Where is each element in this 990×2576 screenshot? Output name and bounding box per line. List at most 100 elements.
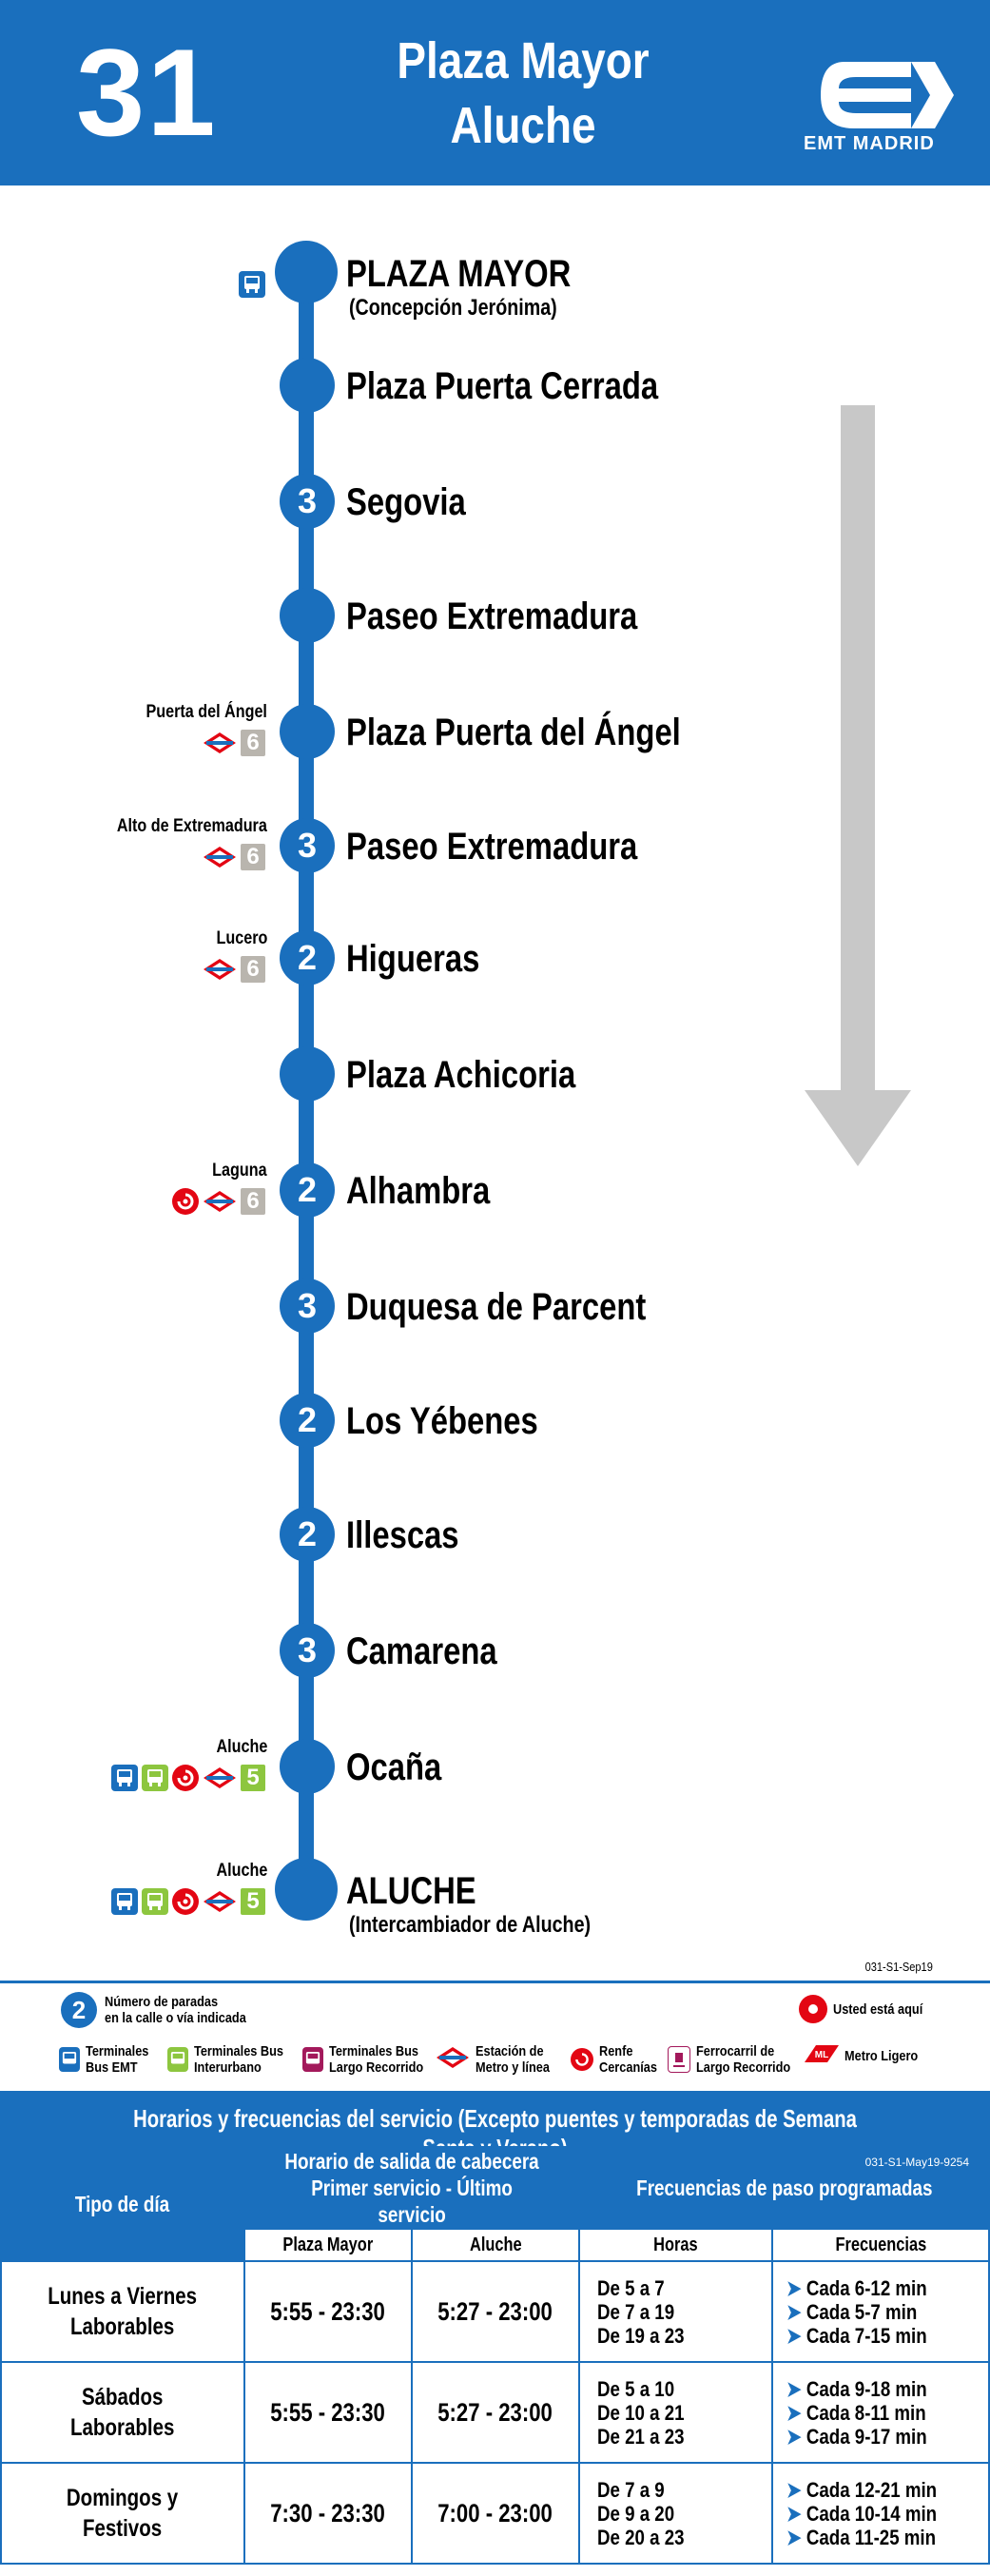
metro-icon [203, 1190, 237, 1213]
metro-icon [203, 732, 237, 754]
connection-icons: 6 [203, 729, 265, 757]
here-legend: Usted está aquí [833, 2001, 923, 2018]
route-stop: Plaza Achicoria [0, 1046, 990, 1103]
timetable-row: Domingos y Festivos 7:30 - 23:30 7:00 - 23:… [0, 2462, 990, 2565]
stop-marker [280, 358, 335, 413]
route-stop: 2 Illescas [0, 1507, 990, 1564]
first-last-dest: 5:27 - 23:00 [411, 2361, 580, 2464]
bus-interurbano-icon [142, 1765, 168, 1791]
bus-emt-icon [111, 1765, 138, 1791]
legend-item: Renfe Cercanías [571, 2043, 668, 2076]
connection-name: Laguna [212, 1161, 267, 1181]
route-destination: Aluche [450, 97, 596, 154]
stop-name: Alhambra [346, 1170, 491, 1212]
frequencies: ➤ Cada 9-18 min ➤ Cada 8-11 min ➤ Cada 9-1… [771, 2361, 990, 2464]
direction-arrow-icon [805, 405, 911, 1166]
connection-name: Puerta del Ángel [146, 702, 267, 722]
col-horario: Horario de salida de cabecera Primer serv… [243, 2146, 580, 2230]
sub-horas: Horas [577, 2228, 774, 2262]
stop-marker: 3 [280, 474, 335, 529]
route-header: 31 Plaza Mayor Aluche EMT MADRID [0, 0, 990, 185]
timetable-code: 031-S1-May19-9254 [864, 2156, 969, 2169]
bus-largo-recorrido-icon [302, 2046, 323, 2073]
legend-text: Renfe Cercanías [599, 2043, 657, 2076]
renfe-icon [172, 1765, 199, 1791]
day-type: Domingos y Festivos [0, 2462, 245, 2565]
stop-name: Los Yébenes [346, 1400, 538, 1442]
stop-name: PLAZA MAYOR [346, 253, 572, 295]
emt-logo-icon [821, 62, 954, 128]
stop-marker: 2 [280, 1393, 335, 1448]
arrow-right-icon: ➤ [786, 2376, 802, 2401]
route-stop: Plaza Puerta del Ángel Puerta del Ángel 6 [0, 702, 990, 761]
route-stop: ALUCHE (Intercambiador de Aluche) Aluche 5 [0, 1858, 990, 1938]
stop-marker: 3 [280, 1278, 335, 1334]
sub-frecuencias: Frecuencias [771, 2228, 990, 2262]
arrow-right-icon: ➤ [786, 2477, 802, 2502]
stop-marker: 2 [280, 1162, 335, 1218]
bus-interurbano-icon [167, 2046, 188, 2073]
bus-emt-icon [239, 271, 265, 298]
timetable: Tipo de día Horario de salida de cabecer… [0, 2146, 990, 2565]
stop-marker [280, 1046, 335, 1102]
connection-name: Alto de Extremadura [117, 816, 267, 836]
stops-number-legend: Número de paradas en la calle o vía indi… [105, 1994, 246, 2026]
bus-interurbano-icon [142, 1888, 168, 1915]
timetable-header: Horarios y frecuencias del servicio (Exc… [0, 2091, 990, 2162]
connection-icons: 5 [111, 1764, 265, 1792]
first-last-origin: 5:55 - 23:30 [243, 2361, 414, 2464]
route-origin: Plaza Mayor [397, 32, 650, 89]
connection-name: Aluche [216, 1861, 267, 1881]
route-stop: 3 Camarena [0, 1623, 990, 1680]
timetable-row: Sábados Laborables 5:55 - 23:30 5:27 - 23:0… [0, 2361, 990, 2464]
route-stop: Ocaña Aluche 5 [0, 1737, 990, 1796]
metro-icon [203, 1890, 237, 1913]
route-stop: 2 Los Yébenes [0, 1393, 990, 1450]
route-stop: 2 Alhambra Laguna 6 [0, 1161, 990, 1220]
legend-item: Ferrocarril de Largo Recorrido [668, 2043, 807, 2076]
svg-text:ML: ML [815, 2050, 828, 2060]
route-stop: 2 Higueras Lucero 6 [0, 928, 990, 987]
first-last-dest: 5:27 - 23:00 [411, 2260, 580, 2363]
stop-name: Plaza Puerta del Ángel [346, 712, 681, 753]
renfe-icon [571, 2047, 593, 2072]
legend-text: Terminales Bus Interurbano [194, 2043, 284, 2076]
route-stop: Plaza Puerta Cerrada [0, 358, 990, 415]
route-stop: 3 Segovia [0, 474, 990, 531]
col-frecuencias: Frecuencias de paso programadas [577, 2146, 990, 2230]
frequencies: ➤ Cada 12-21 min ➤ Cada 10-14 min ➤ Cada 1… [771, 2462, 990, 2565]
metro-line-5-icon: 5 [241, 1765, 265, 1791]
legend-text: Terminales Bus Largo Recorrido [329, 2043, 424, 2076]
connection-icons: 5 [111, 1887, 265, 1916]
stop-name: Plaza Achicoria [346, 1054, 576, 1096]
stop-marker [280, 588, 335, 643]
hours-ranges: De 5 a 10 De 10 a 21 De 21 a 23 [577, 2361, 774, 2464]
legend-text: Ferrocarril de Largo Recorrido [696, 2043, 791, 2076]
stop-marker [275, 241, 338, 303]
train-icon [668, 2046, 690, 2073]
first-last-dest: 7:00 - 23:00 [411, 2462, 580, 2565]
arrow-right-icon: ➤ [786, 2299, 802, 2324]
stop-name: Illescas [346, 1514, 459, 1556]
stop-name: Paseo Extremadura [346, 826, 638, 868]
legend-text: Terminales Bus EMT [86, 2043, 149, 2076]
arrow-right-icon: ➤ [786, 2525, 802, 2549]
stop-marker: 3 [280, 1623, 335, 1678]
connection-icons: 6 [172, 1187, 265, 1216]
connection-icons: 6 [203, 955, 265, 984]
stop-name: Plaza Puerta Cerrada [346, 365, 659, 407]
first-last-origin: 5:55 - 23:30 [243, 2260, 414, 2363]
renfe-icon [172, 1888, 199, 1915]
sub-origin: Plaza Mayor [243, 2228, 414, 2262]
connection-name: Lucero [216, 928, 267, 948]
stop-marker [275, 1858, 338, 1921]
arrow-right-icon: ➤ [786, 2501, 802, 2526]
arrow-right-icon: ➤ [786, 2400, 802, 2425]
stops-number-icon: 2 [61, 1992, 97, 2028]
connection-name: Aluche [216, 1737, 267, 1757]
metro-line-6-icon: 6 [241, 844, 265, 870]
route-stop: Paseo Extremadura [0, 588, 990, 645]
metro-icon [203, 846, 237, 868]
stop-name: Ocaña [346, 1747, 442, 1788]
connection-icons: 6 [203, 843, 265, 871]
